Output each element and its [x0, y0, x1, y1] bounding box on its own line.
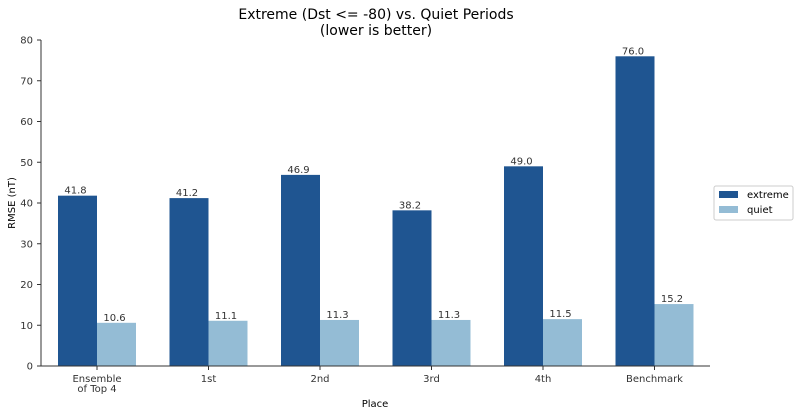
data-label-quiet: 11.3	[438, 310, 460, 321]
legend-label-quiet: quiet	[747, 205, 773, 216]
x-tick-label: 4th	[535, 374, 552, 385]
bar-extreme	[392, 210, 432, 366]
bar-quiet	[543, 319, 582, 366]
y-tick-label: 80	[20, 36, 33, 47]
legend: extreme quiet	[713, 185, 794, 221]
x-tick-label: 2nd	[310, 374, 329, 385]
data-label-extreme: 76.0	[622, 46, 644, 57]
y-tick-label: 50	[20, 158, 33, 169]
y-axis-label: RMSE (nT)	[7, 177, 18, 229]
chart-title-group: Extreme (Dst <= -80) vs. Quiet Periods (…	[238, 7, 513, 39]
data-label-extreme: 38.2	[399, 200, 421, 211]
data-label-quiet: 11.1	[215, 311, 237, 322]
bar-extreme	[615, 56, 655, 367]
axes-group	[40, 40, 710, 367]
x-tick-label: Ensemble	[72, 374, 121, 385]
bar-quiet	[654, 304, 694, 366]
bar-quiet	[97, 322, 136, 366]
bars-group	[58, 56, 694, 367]
x-tick-label: of Top 4	[77, 384, 116, 395]
y-tick-label: 0	[27, 362, 33, 373]
data-label-extreme: 46.9	[287, 165, 309, 176]
data-label-quiet: 10.6	[103, 313, 125, 324]
y-tick-label: 60	[20, 117, 33, 128]
data-label-extreme: 41.2	[176, 188, 198, 199]
x-tick-label: Benchmark	[626, 374, 683, 385]
bar-extreme	[281, 174, 320, 366]
bar-extreme	[58, 195, 97, 366]
bar-extreme	[504, 166, 543, 366]
data-label-quiet: 15.2	[661, 294, 683, 305]
y-ticks-group: 0 10 20 30 40 50 60 70 80	[20, 36, 41, 373]
y-tick-label: 70	[20, 76, 33, 87]
y-tick-label: 20	[20, 280, 33, 291]
bar-quiet	[208, 320, 248, 366]
bar-quiet	[431, 319, 471, 366]
chart-subtitle: (lower is better)	[320, 23, 432, 39]
legend-label-extreme: extreme	[747, 190, 789, 201]
y-tick-label: 10	[20, 321, 33, 332]
chart-title: Extreme (Dst <= -80) vs. Quiet Periods	[238, 7, 513, 23]
data-label-extreme: 49.0	[510, 156, 532, 167]
legend-swatch-extreme	[719, 191, 738, 198]
x-axis-label: Place	[362, 399, 389, 410]
x-tick-label: 1st	[201, 374, 217, 385]
x-tick-label: 3rd	[423, 374, 440, 385]
data-label-quiet: 11.5	[549, 309, 571, 320]
bar-quiet	[320, 319, 359, 366]
data-label-quiet: 11.3	[326, 310, 348, 321]
bar-labels-group: 41.8 10.6 41.2 11.1 46.9 11.3 38.2 11.3 49.0 11.5…	[64, 46, 683, 324]
y-tick-label: 30	[20, 239, 33, 250]
bar-extreme	[169, 198, 209, 366]
y-tick-label: 40	[20, 199, 33, 210]
legend-swatch-quiet	[719, 206, 738, 213]
data-label-extreme: 41.8	[64, 186, 86, 197]
